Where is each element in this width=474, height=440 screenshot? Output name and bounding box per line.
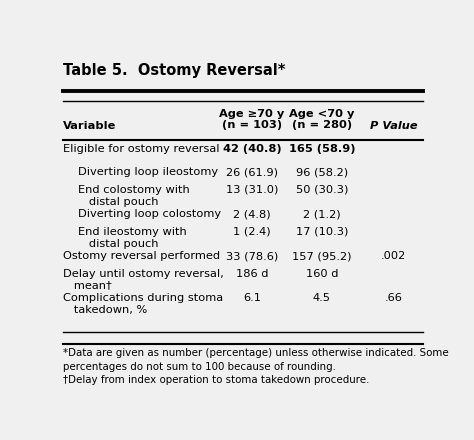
Text: †Delay from index operation to stoma takedown procedure.: †Delay from index operation to stoma tak… xyxy=(63,375,369,385)
Text: 26 (61.9): 26 (61.9) xyxy=(226,167,278,177)
Text: Complications during stoma
   takedown, %: Complications during stoma takedown, % xyxy=(63,293,223,315)
Text: Age <70 y
(n = 280): Age <70 y (n = 280) xyxy=(289,109,355,130)
Text: Diverting loop colostomy: Diverting loop colostomy xyxy=(78,209,221,219)
Text: .002: .002 xyxy=(381,251,406,261)
Text: 13 (31.0): 13 (31.0) xyxy=(226,185,278,195)
Text: 186 d: 186 d xyxy=(236,269,268,279)
Text: 17 (10.3): 17 (10.3) xyxy=(296,227,348,237)
Text: Eligible for ostomy reversal: Eligible for ostomy reversal xyxy=(63,144,219,154)
Text: 160 d: 160 d xyxy=(306,269,338,279)
Text: 33 (78.6): 33 (78.6) xyxy=(226,251,278,261)
Text: *Data are given as number (percentage) unless otherwise indicated. Some: *Data are given as number (percentage) u… xyxy=(63,348,449,358)
Text: 50 (30.3): 50 (30.3) xyxy=(296,185,348,195)
Text: 2 (4.8): 2 (4.8) xyxy=(233,209,271,219)
Text: percentages do not sum to 100 because of rounding.: percentages do not sum to 100 because of… xyxy=(63,362,336,372)
Text: 96 (58.2): 96 (58.2) xyxy=(296,167,348,177)
Text: Diverting loop ileostomy: Diverting loop ileostomy xyxy=(78,167,218,177)
Text: End colostomy with
   distal pouch: End colostomy with distal pouch xyxy=(78,185,190,206)
Text: Age ≥70 y
(n = 103): Age ≥70 y (n = 103) xyxy=(219,109,285,130)
Text: 4.5: 4.5 xyxy=(313,293,331,303)
Text: 157 (95.2): 157 (95.2) xyxy=(292,251,352,261)
Text: .66: .66 xyxy=(384,293,402,303)
Text: P Value: P Value xyxy=(370,121,417,131)
Text: 2 (1.2): 2 (1.2) xyxy=(303,209,341,219)
Text: Delay until ostomy reversal,
   mean†: Delay until ostomy reversal, mean† xyxy=(63,269,224,290)
Text: 6.1: 6.1 xyxy=(243,293,261,303)
Text: 1 (2.4): 1 (2.4) xyxy=(233,227,271,237)
Text: Variable: Variable xyxy=(63,121,116,131)
Text: End ileostomy with
   distal pouch: End ileostomy with distal pouch xyxy=(78,227,186,249)
Text: Table 5.  Ostomy Reversal*: Table 5. Ostomy Reversal* xyxy=(63,63,285,78)
Text: Ostomy reversal performed: Ostomy reversal performed xyxy=(63,251,220,261)
Text: 42 (40.8): 42 (40.8) xyxy=(223,144,282,154)
Text: 165 (58.9): 165 (58.9) xyxy=(289,144,355,154)
